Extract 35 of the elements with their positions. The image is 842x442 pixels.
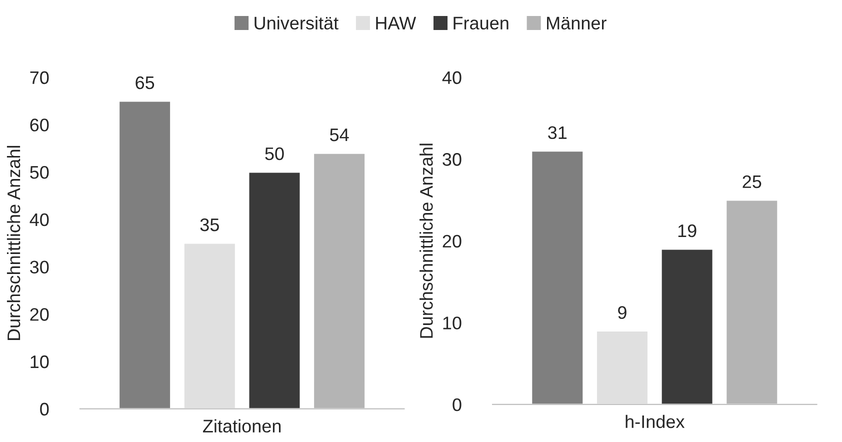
data-label: 25 xyxy=(742,175,762,188)
y-tick-label: 40 xyxy=(442,71,462,84)
bar xyxy=(183,242,236,409)
data-label: 65 xyxy=(136,76,154,90)
bar xyxy=(660,248,714,404)
y-tick-label: 20 xyxy=(30,308,49,321)
data-label: 50 xyxy=(265,147,284,160)
data-label: 9 xyxy=(618,306,626,319)
x-axis-title: Zitationen xyxy=(203,419,281,433)
y-tick-label: 30 xyxy=(30,260,49,274)
data-label: 19 xyxy=(678,224,696,238)
x-axis-title: h-Index xyxy=(626,414,685,428)
data-label: 35 xyxy=(200,218,219,232)
bar xyxy=(530,150,584,404)
y-tick-label: 20 xyxy=(442,234,462,248)
bar xyxy=(118,100,172,409)
bar xyxy=(248,171,302,409)
y-axis-title: Durchschnittliche Anzahl xyxy=(420,144,433,338)
y-tick-label: 40 xyxy=(30,213,49,226)
legend-label: Universität xyxy=(254,16,338,30)
legend-label: HAW xyxy=(376,16,416,30)
y-tick-label: 10 xyxy=(443,316,462,330)
y-tick-label: 10 xyxy=(30,355,49,368)
y-tick-label: 0 xyxy=(40,402,49,416)
y-tick-label: 30 xyxy=(442,153,462,166)
y-tick-label: 60 xyxy=(30,118,49,132)
bar xyxy=(596,330,649,404)
y-tick-label: 50 xyxy=(30,166,49,179)
y-axis-title: Durchschnittliche Anzahl xyxy=(6,146,20,340)
legend-label: Männer xyxy=(547,16,606,30)
data-label: 54 xyxy=(330,128,349,142)
data-label: 31 xyxy=(548,126,567,140)
legend-label: Frauen xyxy=(454,16,508,30)
y-tick-label: 0 xyxy=(452,398,462,412)
y-tick-label: 70 xyxy=(30,71,49,84)
